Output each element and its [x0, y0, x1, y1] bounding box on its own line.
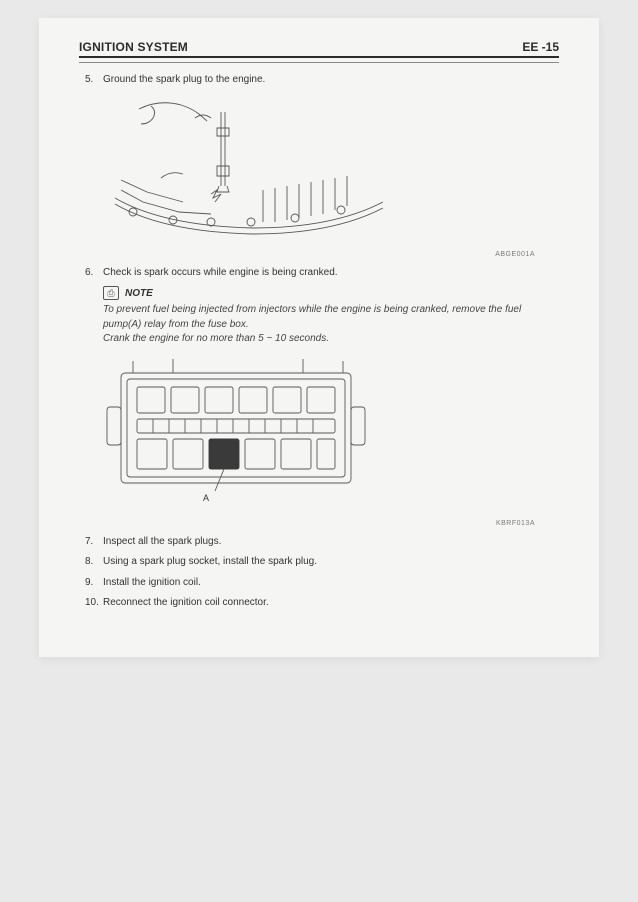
step-5: 5. Ground the spark plug to the engine. [85, 73, 559, 88]
step-number: 8. [85, 555, 103, 570]
note-header: ⎙ NOTE [103, 286, 559, 300]
figure-1 [103, 94, 559, 249]
step-text: Install the ignition coil. [103, 576, 559, 591]
step-10: 10. Reconnect the ignition coil connecto… [85, 596, 559, 611]
figure-2-label: KBRF013A [79, 520, 535, 527]
step-text: Check is spark occurs while engine is be… [103, 266, 559, 281]
step-7: 7. Inspect all the spark plugs. [85, 535, 559, 550]
manual-page: IGNITION SYSTEM EE -15 5. Ground the spa… [39, 18, 599, 657]
note-text: To prevent fuel being injected from inje… [103, 303, 559, 347]
step-text: Ground the spark plug to the engine. [103, 73, 559, 88]
step-number: 10. [85, 596, 103, 611]
step-9: 9. Install the ignition coil. [85, 576, 559, 591]
step-number: 7. [85, 535, 103, 550]
step-number: 9. [85, 576, 103, 591]
engine-sparkplug-icon [103, 94, 383, 244]
step-8: 8. Using a spark plug socket, install th… [85, 555, 559, 570]
step-number: 6. [85, 266, 103, 281]
step-6: 6. Check is spark occurs while engine is… [85, 266, 559, 281]
section-title: IGNITION SYSTEM [79, 40, 188, 54]
fusebox-icon: A [103, 353, 373, 513]
step-text: Using a spark plug socket, install the s… [103, 555, 559, 570]
figure-2: A [103, 353, 559, 518]
page-header: IGNITION SYSTEM EE -15 [79, 40, 559, 58]
figure-2-callout: A [203, 493, 209, 503]
header-rule [79, 62, 559, 63]
step-text: Reconnect the ignition coil connector. [103, 596, 559, 611]
note-block: ⎙ NOTE To prevent fuel being injected fr… [103, 286, 559, 347]
step-number: 5. [85, 73, 103, 88]
figure-1-label: ABGE001A [79, 251, 535, 258]
step-text: Inspect all the spark plugs. [103, 535, 559, 550]
page-code: EE -15 [522, 40, 559, 54]
note-icon: ⎙ [103, 286, 119, 300]
note-title: NOTE [125, 288, 153, 299]
